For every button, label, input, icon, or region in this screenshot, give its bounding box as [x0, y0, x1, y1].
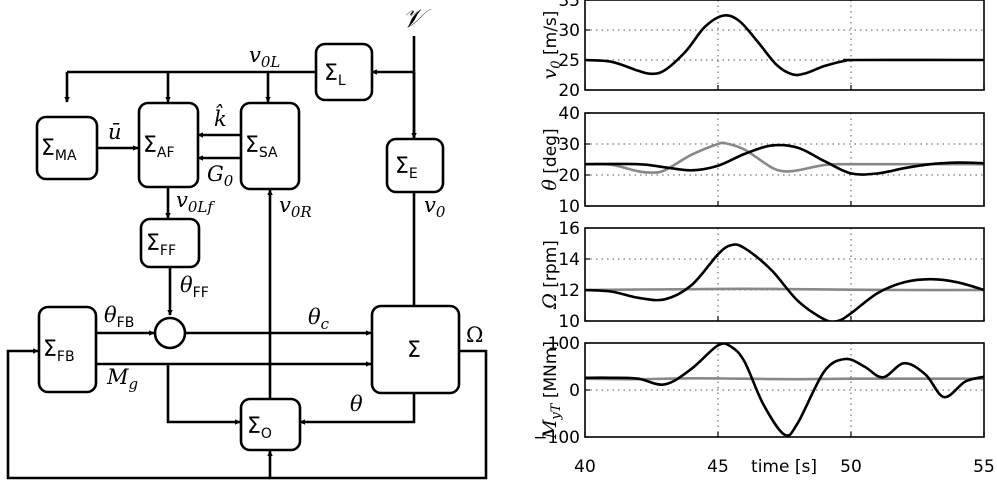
chart-plot-area — [585, 113, 984, 206]
series-line-1 — [585, 141, 984, 174]
block-sigma-ma: ΣMA — [35, 115, 99, 181]
label-theta: θ — [350, 392, 363, 416]
series-line-2 — [585, 143, 984, 176]
block-sigma-o-label: ΣO — [247, 414, 272, 442]
y-tick-label: 14 — [558, 250, 580, 270]
label-theta-c: θc — [308, 305, 330, 333]
label-khat: k̂ — [214, 104, 227, 131]
y-axis-label: v0 [m/s] — [539, 11, 564, 80]
block-sigma-ff: ΣFF — [139, 217, 201, 269]
label-ubar: ū — [108, 120, 122, 144]
block-sigma-fb: ΣFB — [37, 305, 98, 394]
series-line-1 — [585, 287, 984, 292]
chart-frame — [584, 342, 985, 438]
chart-panel-3: 10 12 14 16Ω [rpm] — [539, 219, 985, 332]
x-tick-label: 40 — [574, 457, 596, 477]
block-sigma-l-label: ΣL — [324, 61, 346, 89]
y-tick-label: −100 — [533, 428, 580, 448]
y-tick-label: 10 — [558, 197, 580, 217]
series-line-2 — [585, 343, 984, 437]
block-plant-label: Σ — [407, 338, 421, 363]
label-theta-fb: θFB — [104, 303, 134, 331]
block-sigma-l: ΣL — [314, 42, 374, 102]
y-tick-label: 10 — [558, 312, 580, 332]
label-theta-ff: θFF — [180, 273, 209, 301]
chart-panel-2: 10 20 30 40 θ [deg] — [539, 104, 985, 217]
label-v0r: v0R — [279, 193, 312, 221]
y-tick-label: 30 — [558, 135, 580, 155]
wire-mg-to-o — [166, 364, 241, 425]
y-tick-label: 100 — [548, 334, 580, 354]
series-line-2 — [585, 243, 984, 321]
y-tick-label: 16 — [558, 219, 580, 239]
block-sigma-e: ΣE — [385, 137, 445, 194]
block-sigma-af-label: ΣAF — [143, 133, 175, 161]
chart-plot-area — [585, 228, 984, 321]
chart-frame — [584, 227, 985, 322]
chart-frame — [584, 112, 985, 207]
y-tick-label: 40 — [558, 104, 580, 124]
x-tick-label: 50 — [840, 457, 862, 477]
chart-plot-area — [585, 0, 984, 90]
block-plant: Σ — [370, 304, 461, 395]
label-v0l: v0L — [249, 43, 280, 71]
block-sigma-o: ΣO — [239, 397, 302, 452]
x-tick-label: 55 — [973, 457, 995, 477]
y-tick-label: 25 — [558, 51, 580, 71]
label-v0: v0 — [424, 193, 446, 221]
x-axis-label: time [s] — [751, 457, 817, 477]
chart-frame — [584, 0, 985, 91]
signal-wires — [6, 36, 488, 480]
label-mg: Mg — [106, 365, 138, 393]
y-axis-label: Ω [rpm] — [539, 240, 561, 310]
y-axis-label: θ [deg] — [539, 128, 561, 190]
input-v-label: 𝒱 — [402, 4, 432, 34]
block-diagram: ΣL ΣMA ΣAF ΣSA ΣE ΣFF ΣFB Σ — [6, 4, 488, 480]
series-line-1 — [585, 14, 984, 77]
block-sigma-ma-label: ΣMA — [41, 136, 77, 164]
y-axis-label: MyT [MNm] — [539, 341, 564, 440]
wire-omega-to-o — [267, 349, 488, 480]
summing-junction — [153, 316, 187, 350]
x-tick-label: 45 — [707, 457, 729, 477]
y-tick-label: 12 — [558, 281, 580, 301]
y-tick-label: 0 — [569, 381, 580, 401]
block-sigma-sa: ΣSA — [239, 101, 301, 191]
block-sigma-fb-label: ΣFB — [43, 337, 75, 365]
y-tick-label: 35 — [558, 0, 580, 11]
block-sigma-ff-label: ΣFF — [146, 231, 176, 259]
y-tick-label: 30 — [558, 21, 580, 41]
block-sigma-e-label: ΣE — [395, 154, 418, 182]
y-tick-label: 20 — [558, 166, 580, 186]
block-sigma-af: ΣAF — [137, 101, 200, 189]
wire-theta — [299, 393, 416, 425]
label-omega: Ω — [466, 323, 483, 347]
label-v0lf: v0Lf — [176, 188, 215, 216]
wire-omega-to-fb — [6, 348, 270, 480]
y-tick-label: 20 — [558, 81, 580, 101]
label-g0: G0 — [207, 162, 234, 190]
block-sigma-sa-label: ΣSA — [245, 133, 278, 161]
